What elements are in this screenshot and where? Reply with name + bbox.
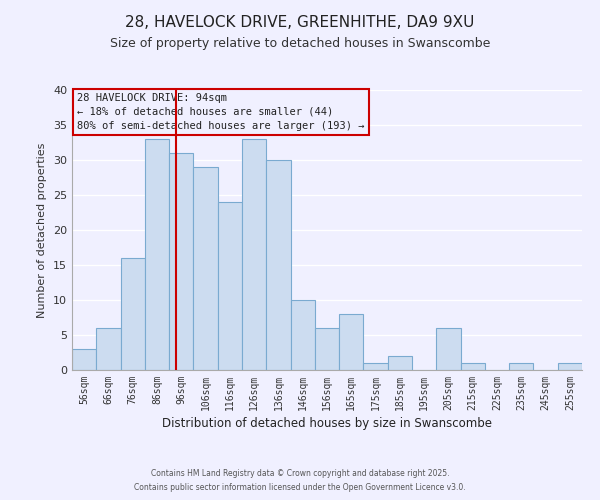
Bar <box>121 258 145 370</box>
Bar <box>315 328 339 370</box>
Y-axis label: Number of detached properties: Number of detached properties <box>37 142 47 318</box>
Text: 28, HAVELOCK DRIVE, GREENHITHE, DA9 9XU: 28, HAVELOCK DRIVE, GREENHITHE, DA9 9XU <box>125 15 475 30</box>
Text: Size of property relative to detached houses in Swanscombe: Size of property relative to detached ho… <box>110 38 490 51</box>
Bar <box>290 300 315 370</box>
Bar <box>145 139 169 370</box>
Bar <box>388 356 412 370</box>
Bar <box>96 328 121 370</box>
Bar <box>193 167 218 370</box>
Bar <box>266 160 290 370</box>
Bar <box>339 314 364 370</box>
Bar <box>461 363 485 370</box>
Bar <box>72 349 96 370</box>
Bar <box>509 363 533 370</box>
Bar <box>242 139 266 370</box>
Text: 28 HAVELOCK DRIVE: 94sqm
← 18% of detached houses are smaller (44)
80% of semi-d: 28 HAVELOCK DRIVE: 94sqm ← 18% of detach… <box>77 93 365 131</box>
Bar <box>364 363 388 370</box>
Bar <box>436 328 461 370</box>
Bar <box>558 363 582 370</box>
Bar <box>169 153 193 370</box>
Bar <box>218 202 242 370</box>
X-axis label: Distribution of detached houses by size in Swanscombe: Distribution of detached houses by size … <box>162 417 492 430</box>
Text: Contains HM Land Registry data © Crown copyright and database right 2025.: Contains HM Land Registry data © Crown c… <box>151 468 449 477</box>
Text: Contains public sector information licensed under the Open Government Licence v3: Contains public sector information licen… <box>134 484 466 492</box>
